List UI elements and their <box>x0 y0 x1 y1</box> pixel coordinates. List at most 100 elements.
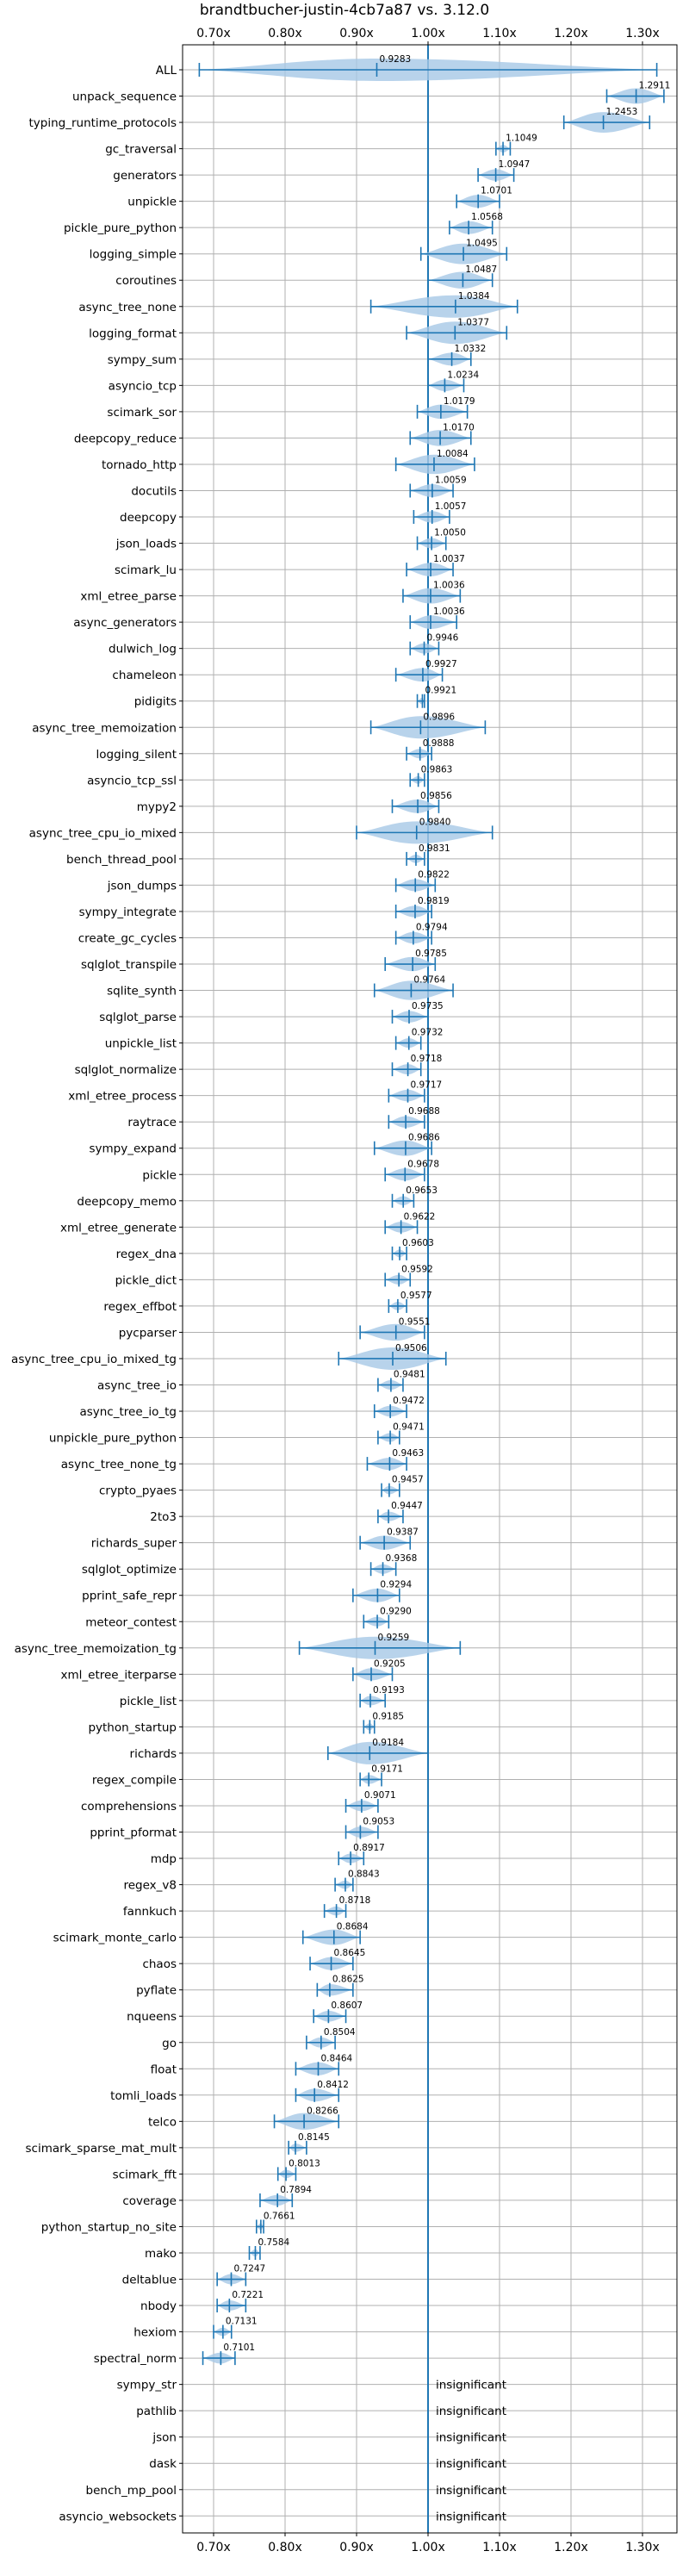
category-label: sympy_str <box>117 2379 177 2392</box>
value-label: 0.9185 <box>372 1711 404 1721</box>
value-label: 0.9653 <box>406 1185 438 1196</box>
category-label: pickle_dict <box>115 1273 177 1287</box>
value-label: 0.9506 <box>395 1343 427 1353</box>
category-label: sympy_integrate <box>79 905 177 919</box>
category-label: python_startup <box>88 1720 177 1734</box>
category-label: logging_format <box>89 327 177 340</box>
value-label: 1.0487 <box>465 264 497 275</box>
value-label: 0.8013 <box>289 2158 320 2168</box>
category-label: pprint_pformat <box>90 1826 177 1840</box>
value-label: 0.9193 <box>373 1685 405 1696</box>
category-label: sqlite_synth <box>107 985 177 999</box>
category-label: json <box>152 2431 177 2445</box>
category-label: richards_super <box>91 1537 177 1551</box>
category-label: sqlglot_normalize <box>75 1063 177 1077</box>
x-tick-label: 0.80x <box>268 27 301 40</box>
category-label: unpickle <box>127 196 177 209</box>
category-label: async_tree_io_tg <box>79 1405 177 1419</box>
value-label: 0.7661 <box>264 2211 295 2221</box>
x-tick-label: 1.10x <box>482 2541 516 2554</box>
category-label: asyncio_tcp <box>109 379 177 393</box>
category-label: scimark_sor <box>107 406 177 420</box>
category-label: asyncio_tcp_ssl <box>87 774 177 787</box>
category-label: nqueens <box>127 2010 177 2024</box>
value-label: 0.9463 <box>392 1448 424 1459</box>
category-label: async_generators <box>73 616 177 630</box>
value-label: 0.9822 <box>418 869 450 880</box>
x-tick-label: 1.00x <box>411 2541 444 2554</box>
category-label: logging_silent <box>96 748 177 762</box>
violin-layer <box>198 45 665 2533</box>
insignificant-label: insignificant <box>436 2431 506 2445</box>
category-label: mako <box>145 2247 177 2261</box>
value-label: 0.7584 <box>258 2237 289 2248</box>
category-label: unpickle_list <box>105 1037 177 1051</box>
value-label: 0.8718 <box>339 1895 371 1906</box>
x-tick-label: 1.30x <box>625 2541 659 2554</box>
value-label: 0.8684 <box>337 1922 369 1932</box>
category-label: mypy2 <box>137 800 177 814</box>
insignificant-label: insignificant <box>436 2379 506 2392</box>
x-tick-label: 1.10x <box>482 27 516 40</box>
category-label: async_tree_none <box>78 301 177 314</box>
category-label: asyncio_websockets <box>59 2510 177 2523</box>
category-label: create_gc_cycles <box>78 931 177 945</box>
category-label: deepcopy_memo <box>77 1195 177 1209</box>
value-label: 0.9592 <box>401 1264 433 1274</box>
value-label: 1.0050 <box>434 528 466 538</box>
category-label: pickle_list <box>120 1695 177 1708</box>
chart-title: brandtbucher-justin-4cb7a87 vs. 3.12.0 <box>199 2 490 19</box>
category-label: regex_dna <box>116 1248 177 1261</box>
category-label: go <box>162 2037 177 2050</box>
value-label: 0.9840 <box>419 817 451 827</box>
value-label: 0.8504 <box>324 2027 356 2038</box>
category-label: xml_etree_generate <box>60 1221 177 1235</box>
category-label: bench_mp_pool <box>86 2484 177 2498</box>
category-label: typing_runtime_protocols <box>29 116 177 130</box>
category-label: dulwich_log <box>109 643 177 656</box>
value-label: 0.9481 <box>394 1370 425 1380</box>
category-label: pickle <box>142 1168 177 1182</box>
category-label: nbody <box>140 2299 177 2313</box>
value-label: 0.9283 <box>379 54 411 65</box>
value-label: 0.9447 <box>391 1501 423 1511</box>
value-label: 0.8843 <box>348 1870 380 1880</box>
x-tick-label: 0.70x <box>196 2541 230 2554</box>
value-label: 0.9819 <box>418 896 450 906</box>
category-label: telco <box>148 2115 177 2129</box>
value-label: 0.9387 <box>387 1528 419 1538</box>
category-label: tornado_http <box>102 458 177 472</box>
category-label: sqlglot_transpile <box>81 958 177 972</box>
category-label: raytrace <box>127 1116 177 1129</box>
value-label: 0.7221 <box>232 2290 264 2300</box>
category-label: json_dumps <box>107 879 177 893</box>
category-label: unpack_sequence <box>72 90 177 104</box>
category-label: tomli_loads <box>110 2089 177 2103</box>
value-label: 0.8145 <box>298 2132 330 2143</box>
category-label: xml_etree_process <box>68 1090 177 1104</box>
category-label: scimark_lu <box>115 563 177 577</box>
value-label: 0.9686 <box>408 1133 440 1143</box>
value-label: 0.9921 <box>425 686 456 696</box>
value-label: 0.9053 <box>363 1817 394 1827</box>
value-label: 0.7894 <box>280 2185 312 2195</box>
value-label: 0.9831 <box>419 843 450 854</box>
value-label: 0.9688 <box>408 1106 440 1117</box>
insignificant-label: insignificant <box>436 2484 506 2498</box>
value-label: 0.9205 <box>374 1658 406 1669</box>
category-label: spectral_norm <box>94 2352 177 2366</box>
value-label: 0.9735 <box>412 1001 444 1011</box>
value-label: 0.9927 <box>425 659 457 669</box>
value-label: 0.9678 <box>407 1159 439 1169</box>
category-label: pidigits <box>134 695 177 709</box>
value-label: 1.0495 <box>466 239 498 249</box>
x-tick-label: 0.70x <box>196 27 230 40</box>
category-label: async_tree_memoization <box>32 721 177 735</box>
value-label: 0.9732 <box>412 1028 444 1038</box>
value-label: 1.0036 <box>433 581 465 591</box>
category-label: python_startup_no_site <box>41 2220 177 2234</box>
value-label: 1.0179 <box>444 396 475 407</box>
value-label: 1.0234 <box>447 370 479 380</box>
category-label: async_tree_memoization_tg <box>15 1642 177 1656</box>
x-tick-label: 1.20x <box>554 2541 587 2554</box>
